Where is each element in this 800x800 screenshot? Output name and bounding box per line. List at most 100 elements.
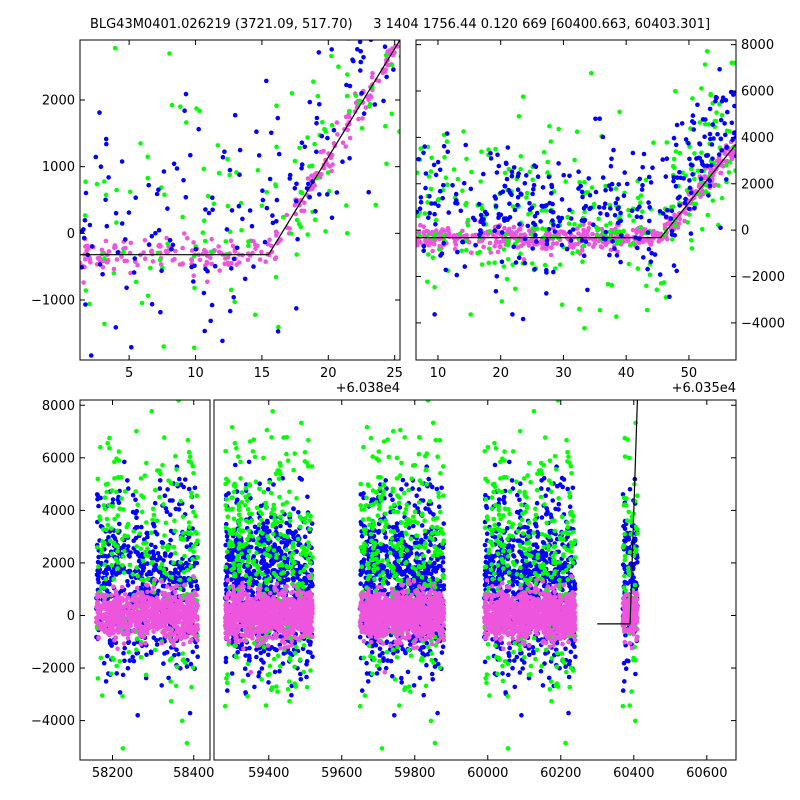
data-point (688, 190, 694, 196)
data-point (559, 302, 565, 308)
data-point (97, 262, 103, 267)
data-point (616, 205, 621, 211)
data-point (160, 775, 165, 780)
data-point (575, 249, 580, 254)
data-point (643, 227, 648, 232)
data-point (619, 232, 624, 238)
data-point (510, 312, 515, 317)
data-point (364, 671, 370, 676)
data-point (443, 267, 449, 273)
data-point (589, 70, 594, 76)
data-point (208, 249, 214, 255)
data-point (459, 248, 464, 254)
data-point (154, 642, 160, 647)
y-tick-label: −4000 (741, 316, 785, 331)
data-point (427, 194, 432, 199)
data-point (126, 486, 131, 491)
data-point (579, 238, 585, 243)
data-point (506, 543, 512, 548)
data-point (320, 120, 325, 125)
data-point (724, 162, 729, 168)
data-point (271, 482, 276, 487)
data-point (507, 201, 512, 206)
data-point (94, 492, 100, 497)
data-point (195, 555, 200, 560)
data-point (223, 655, 229, 661)
data-point (592, 241, 598, 247)
data-point (534, 500, 540, 506)
x-tick-label: 20 (320, 366, 337, 381)
data-point (113, 325, 119, 330)
data-point (97, 258, 103, 263)
data-point (501, 497, 506, 503)
data-point (309, 163, 315, 168)
data-point (274, 103, 279, 108)
data-point (174, 166, 180, 171)
data-point (103, 238, 109, 244)
data-point (254, 546, 260, 551)
data-point (496, 163, 502, 169)
data-point (202, 238, 208, 244)
data-point (395, 30, 400, 35)
data-point (101, 580, 107, 586)
y-tick-label: 1000 (42, 160, 75, 175)
data-point (587, 192, 593, 198)
data-point (517, 222, 522, 227)
data-point (715, 158, 720, 164)
data-point (513, 260, 519, 265)
data-point (450, 183, 455, 188)
data-point (82, 213, 88, 218)
data-point (247, 645, 252, 651)
data-point (173, 567, 178, 573)
data-point (177, 565, 182, 570)
data-point (239, 228, 244, 233)
data-point (441, 521, 447, 526)
data-point (521, 660, 527, 665)
data-point (515, 245, 521, 250)
data-point (527, 652, 532, 658)
data-point (227, 308, 233, 314)
data-point (646, 246, 652, 252)
data-point (305, 649, 311, 655)
data-point (657, 272, 663, 277)
data-point (667, 294, 672, 300)
data-point (705, 212, 711, 218)
data-point (539, 208, 545, 213)
data-point (168, 537, 173, 543)
data-point (687, 178, 692, 183)
data-point (422, 144, 428, 149)
data-point (512, 658, 517, 663)
data-point (314, 115, 320, 121)
data-point (111, 271, 117, 276)
data-point (522, 260, 528, 266)
data-point (518, 251, 523, 256)
data-point (191, 345, 197, 351)
data-point (590, 231, 595, 237)
data-point (669, 208, 675, 214)
data-point (299, 140, 305, 145)
data-point (145, 175, 151, 181)
data-point (122, 548, 127, 554)
data-point (481, 171, 486, 177)
data-point (519, 243, 524, 249)
data-point (255, 168, 261, 173)
data-point (511, 553, 516, 558)
data-point (598, 244, 604, 249)
data-point (83, 244, 88, 249)
data-point (458, 208, 464, 214)
data-point (133, 535, 139, 541)
data-point (677, 194, 682, 200)
data-point (157, 486, 163, 491)
data-point (664, 208, 670, 213)
data-point (205, 193, 211, 199)
data-point (359, 521, 364, 527)
data-point (251, 239, 256, 244)
data-point (260, 197, 266, 203)
data-point (518, 154, 524, 159)
data-point (114, 187, 119, 193)
data-point (724, 177, 729, 182)
data-point (426, 174, 432, 179)
data-point (616, 182, 621, 187)
data-point (228, 287, 234, 293)
data-point (83, 190, 89, 196)
